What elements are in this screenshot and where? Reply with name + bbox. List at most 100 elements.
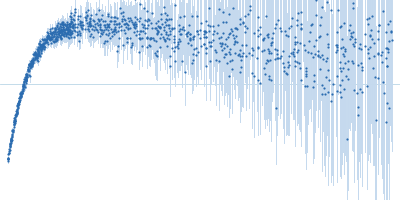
Point	[128, 45, 134, 48]
Point	[56, 27, 63, 30]
Point	[188, 43, 194, 47]
Point	[62, 33, 69, 36]
Point	[157, 25, 164, 29]
Point	[72, 10, 79, 13]
Point	[165, 33, 172, 36]
Point	[386, 19, 393, 23]
Point	[104, 22, 110, 25]
Point	[27, 62, 34, 65]
Point	[114, 29, 121, 33]
Point	[312, 0, 319, 2]
Point	[388, 30, 394, 33]
Point	[238, 66, 244, 69]
Point	[40, 45, 47, 48]
Point	[162, 30, 169, 34]
Point	[8, 139, 14, 143]
Point	[95, 23, 101, 27]
Point	[312, 13, 319, 16]
Point	[122, 32, 128, 35]
Point	[64, 27, 71, 30]
Point	[60, 34, 66, 37]
Point	[53, 36, 59, 39]
Point	[57, 22, 64, 25]
Point	[303, 70, 310, 73]
Point	[370, 66, 376, 69]
Point	[171, 45, 178, 49]
Point	[208, 44, 214, 48]
Point	[141, 24, 147, 27]
Point	[12, 118, 18, 121]
Point	[154, 49, 161, 53]
Point	[8, 135, 15, 138]
Point	[60, 25, 66, 28]
Point	[38, 43, 44, 46]
Point	[8, 138, 15, 142]
Point	[36, 53, 42, 56]
Point	[70, 25, 76, 28]
Point	[21, 83, 27, 86]
Point	[96, 19, 102, 22]
Point	[162, 21, 168, 24]
Point	[44, 42, 51, 45]
Point	[266, 50, 272, 53]
Point	[261, 36, 268, 39]
Point	[11, 122, 18, 125]
Point	[82, 15, 88, 18]
Point	[26, 67, 33, 70]
Point	[37, 39, 43, 43]
Point	[76, 21, 83, 25]
Point	[29, 63, 36, 66]
Point	[28, 65, 35, 68]
Point	[109, 35, 116, 38]
Point	[157, 12, 164, 16]
Point	[112, 15, 118, 18]
Point	[333, 51, 339, 54]
Point	[37, 44, 43, 47]
Point	[191, 34, 198, 38]
Point	[112, 27, 118, 30]
Point	[65, 28, 72, 31]
Point	[168, 28, 175, 31]
Point	[44, 31, 51, 34]
Point	[28, 59, 35, 63]
Point	[366, 45, 373, 49]
Point	[122, 23, 128, 26]
Point	[54, 24, 60, 27]
Point	[202, 29, 208, 33]
Point	[88, 14, 94, 17]
Point	[21, 80, 27, 83]
Point	[32, 55, 38, 58]
Point	[104, 34, 111, 37]
Point	[38, 43, 44, 46]
Point	[227, 31, 234, 34]
Point	[42, 38, 49, 42]
Point	[225, 35, 231, 38]
Point	[20, 88, 26, 91]
Point	[67, 32, 73, 35]
Point	[8, 137, 14, 140]
Point	[89, 24, 96, 28]
Point	[197, 36, 203, 39]
Point	[102, 23, 108, 26]
Point	[198, 45, 204, 48]
Point	[39, 43, 46, 46]
Point	[380, 10, 386, 13]
Point	[286, 26, 292, 29]
Point	[25, 65, 32, 68]
Point	[350, 88, 357, 92]
Point	[158, 32, 164, 35]
Point	[65, 33, 71, 36]
Point	[24, 74, 30, 77]
Point	[233, 35, 239, 38]
Point	[68, 17, 74, 20]
Point	[341, 22, 347, 25]
Point	[12, 119, 18, 122]
Point	[354, 105, 361, 108]
Point	[288, 51, 294, 54]
Point	[50, 40, 56, 43]
Point	[59, 21, 65, 24]
Point	[269, 36, 276, 40]
Point	[268, 44, 275, 47]
Point	[89, 27, 95, 30]
Point	[137, 29, 143, 32]
